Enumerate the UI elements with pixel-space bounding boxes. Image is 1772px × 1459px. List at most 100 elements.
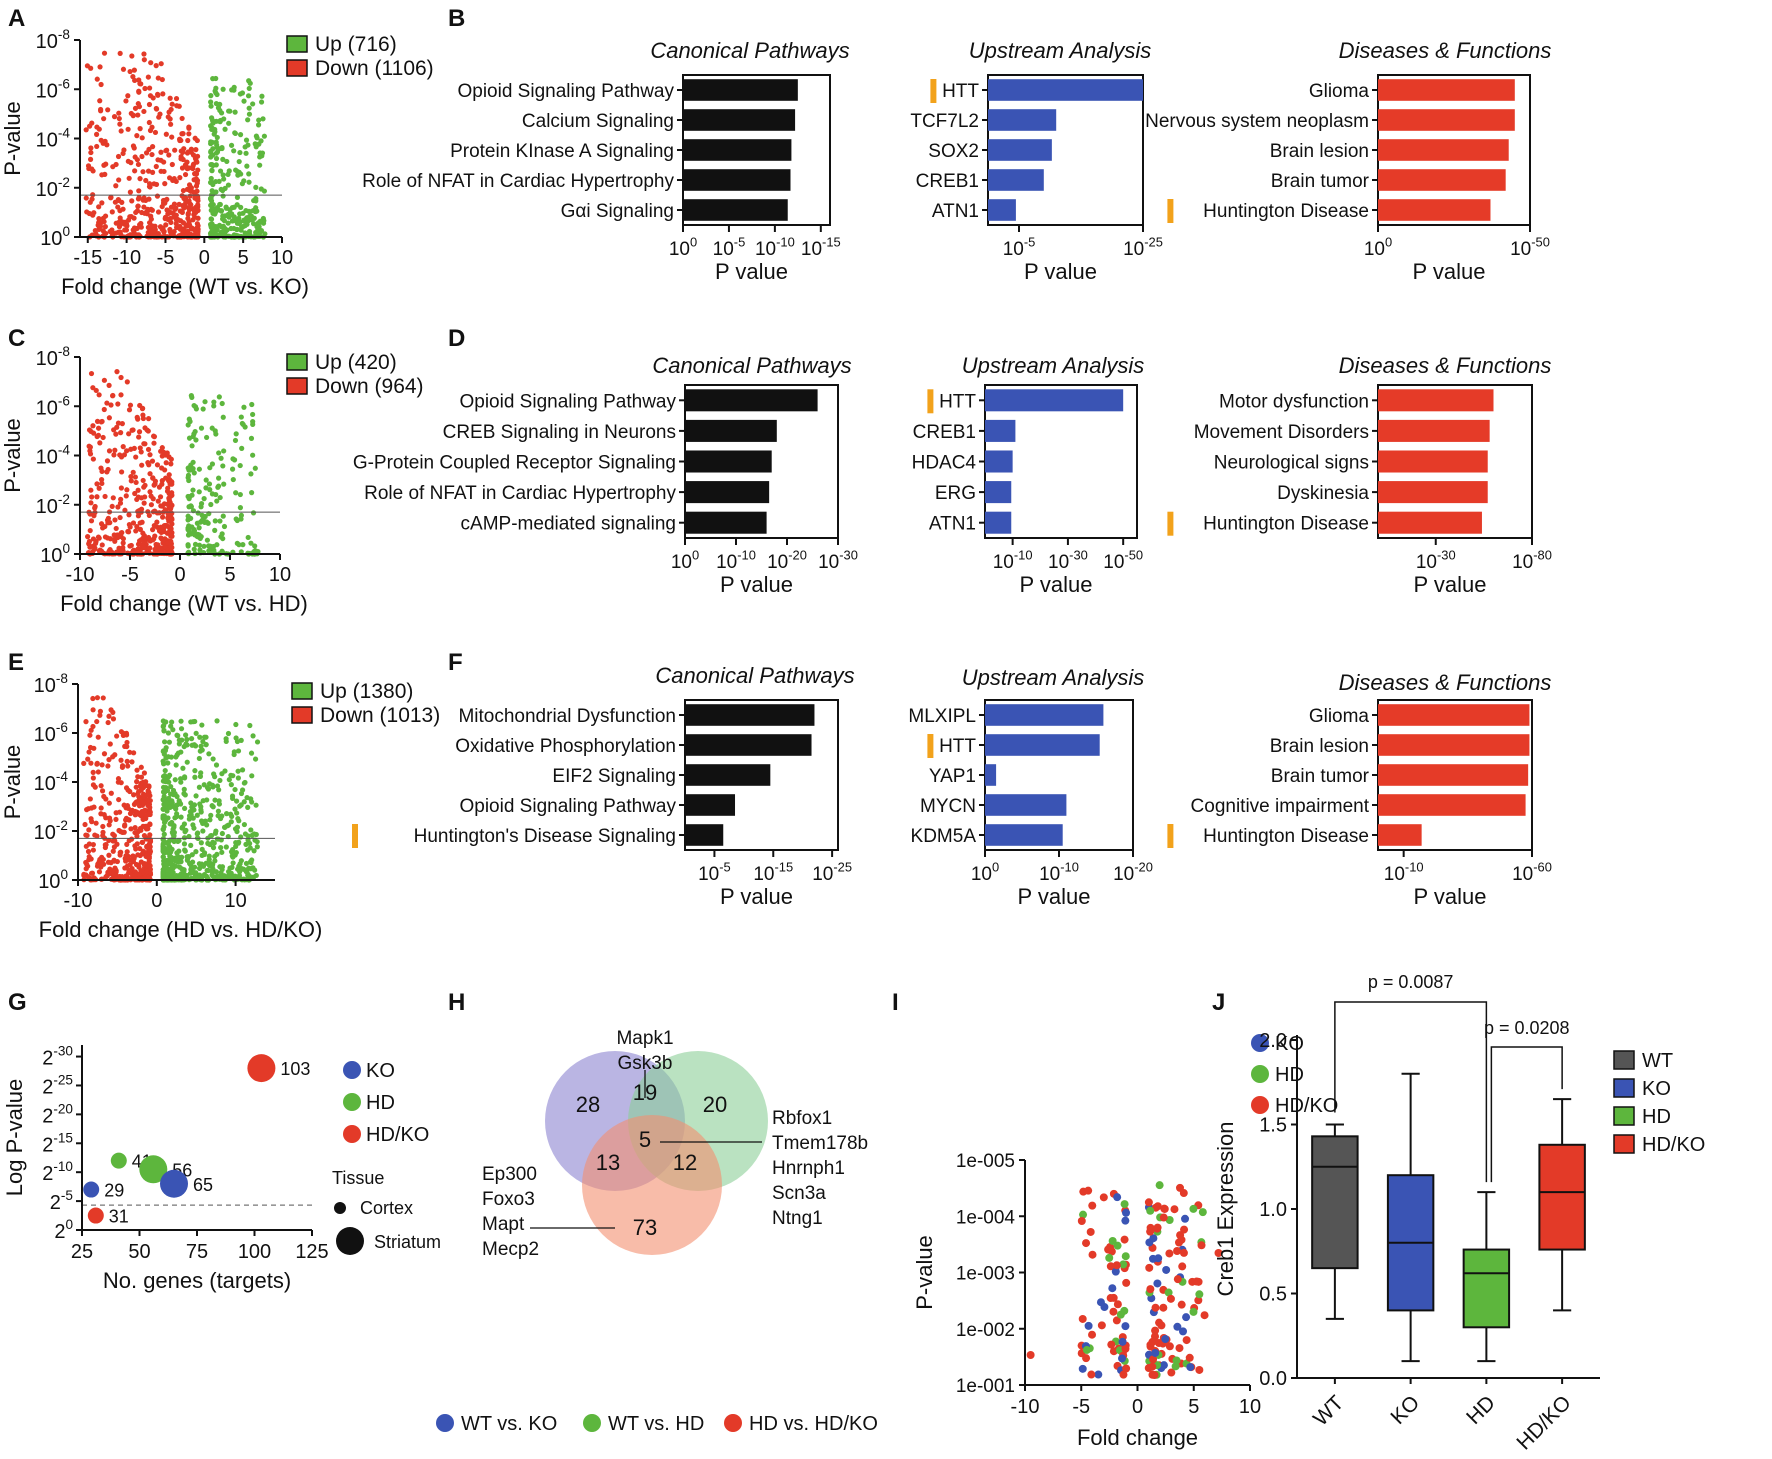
point-down xyxy=(101,811,107,818)
x-tick-label: -5 xyxy=(121,564,139,586)
tick-exponent: -20 xyxy=(1134,859,1153,874)
point-up xyxy=(254,222,261,228)
point xyxy=(1149,1254,1158,1263)
point-up xyxy=(219,400,225,407)
tick-base: 10 xyxy=(971,864,992,885)
point-down xyxy=(94,863,101,869)
point-up xyxy=(176,737,182,743)
point xyxy=(1106,1294,1115,1303)
point-down xyxy=(148,206,154,212)
point xyxy=(1192,1277,1201,1286)
chart-title: Canonical Pathways xyxy=(650,38,849,63)
point-down xyxy=(101,377,107,383)
point-up xyxy=(200,798,206,804)
x-tick-label: -5 xyxy=(157,247,175,269)
point-up xyxy=(204,785,211,791)
x-tick-label: 10-30 xyxy=(818,547,858,573)
tick-base: 10 xyxy=(1364,239,1385,260)
point-up xyxy=(237,462,243,469)
point-down xyxy=(134,767,140,773)
point-down xyxy=(148,213,154,219)
point-down xyxy=(135,774,141,780)
point-up xyxy=(182,792,188,798)
point-down xyxy=(94,418,101,424)
point xyxy=(1173,1247,1182,1256)
tick-base: 10 xyxy=(36,397,58,419)
point-up xyxy=(252,756,259,762)
tick-base: 10 xyxy=(36,496,58,518)
point-down xyxy=(194,196,200,202)
point-down xyxy=(123,98,129,104)
point-down xyxy=(167,524,173,530)
point-up xyxy=(247,722,253,729)
tick-base: 10 xyxy=(36,348,58,370)
point-down xyxy=(188,226,194,232)
y-tick-label: 1e-004 xyxy=(956,1207,1016,1228)
point-down xyxy=(110,495,116,501)
tick-exponent: -2 xyxy=(58,492,70,507)
bubble xyxy=(87,1207,104,1224)
point-up xyxy=(177,776,184,782)
point-up xyxy=(238,802,244,808)
point-down xyxy=(116,110,122,116)
legend-dot xyxy=(1251,1065,1269,1083)
point-down xyxy=(98,106,104,113)
point-down xyxy=(88,518,95,524)
point xyxy=(1113,1241,1122,1250)
point-down xyxy=(160,540,166,546)
point-up xyxy=(160,826,166,832)
point-up xyxy=(160,797,166,803)
point-up xyxy=(232,786,238,793)
point xyxy=(1107,1247,1116,1256)
category-label: Huntington's Disease Signaling xyxy=(414,826,676,847)
point-up xyxy=(196,532,202,538)
legend-swatch xyxy=(1613,1106,1635,1126)
x-tick-label: 10 xyxy=(1239,1396,1261,1418)
point-up xyxy=(232,130,238,137)
point-down xyxy=(108,790,114,796)
point-down xyxy=(145,855,152,861)
point-up xyxy=(198,840,204,846)
bar xyxy=(1378,450,1488,473)
legend-dot xyxy=(343,1093,361,1111)
point-down xyxy=(100,823,106,830)
point-down xyxy=(184,150,191,156)
point-up xyxy=(232,806,238,812)
point xyxy=(1146,1285,1155,1294)
point-up xyxy=(191,402,197,409)
point-up xyxy=(216,450,222,456)
point-down xyxy=(106,837,112,843)
x-tick-label: KO xyxy=(1386,1391,1424,1429)
point-down xyxy=(166,152,172,158)
point-up xyxy=(248,540,254,546)
point-down xyxy=(130,143,137,149)
bar xyxy=(1378,389,1494,412)
point-down xyxy=(162,467,168,473)
venn-gene: Scn3a xyxy=(772,1183,826,1204)
point-down xyxy=(138,495,145,501)
bar xyxy=(685,704,815,726)
x-axis-title: P value xyxy=(1018,884,1091,909)
point-down xyxy=(136,803,143,809)
point-down xyxy=(105,719,111,726)
point-up xyxy=(189,524,195,530)
legend-label: Up (1380) xyxy=(320,680,413,703)
point-down xyxy=(128,110,134,117)
chart-title: Upstream Analysis xyxy=(969,38,1152,63)
point-down xyxy=(97,712,103,718)
point xyxy=(1185,1353,1194,1362)
category-label: Gαi Signaling xyxy=(561,201,674,222)
category-label: Nervous system neoplasm xyxy=(1145,111,1369,132)
bar xyxy=(985,450,1013,473)
tick-exponent: 0 xyxy=(65,1217,73,1232)
point-down xyxy=(88,816,94,822)
point-down xyxy=(140,794,146,800)
point-down xyxy=(125,853,131,859)
point-down xyxy=(138,826,144,832)
point-down xyxy=(154,193,161,199)
point-down xyxy=(102,171,108,177)
point xyxy=(1177,1300,1186,1309)
point-up xyxy=(168,847,174,853)
point-down xyxy=(122,865,128,871)
point-down xyxy=(190,217,196,223)
